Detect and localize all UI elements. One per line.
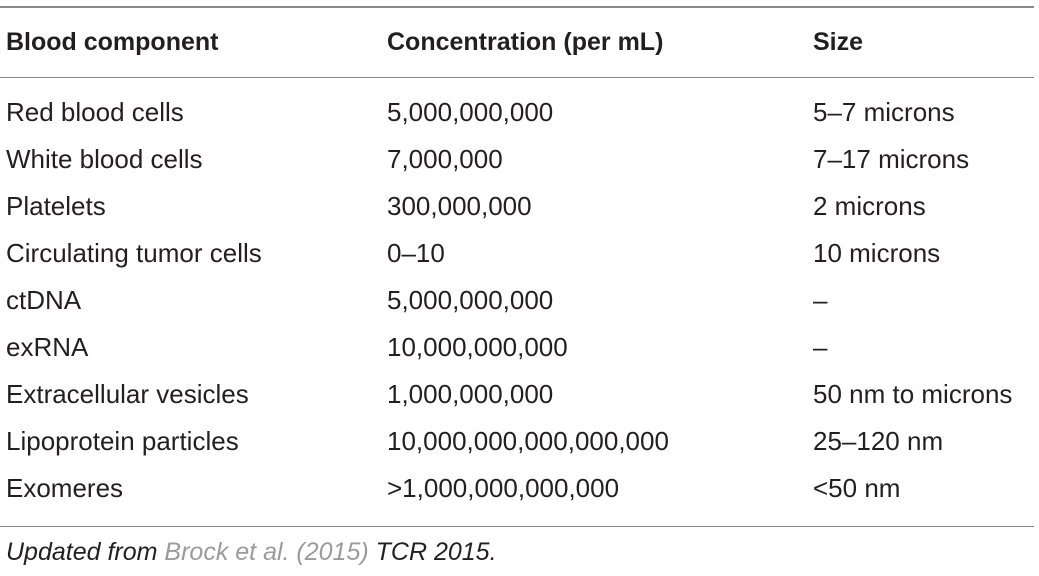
cell-size: 50 nm to microns bbox=[813, 379, 1013, 409]
reference-link[interactable]: Brock et al. (2015) bbox=[164, 538, 369, 566]
cell-size: – bbox=[813, 285, 828, 315]
table-top-rule bbox=[0, 6, 1034, 8]
table-footnote: Updated from Brock et al. (2015) TCR 201… bbox=[6, 532, 497, 572]
table-row: Lipoprotein particles 10,000,000,000,000… bbox=[0, 418, 1039, 465]
footnote-suffix: TCR 2015. bbox=[368, 538, 497, 566]
cell-concentration: 5,000,000,000 bbox=[387, 285, 554, 315]
table-row: Circulating tumor cells 0–10 10 microns bbox=[0, 230, 1039, 277]
cell-size: 2 microns bbox=[813, 191, 926, 221]
cell-size: 7–17 microns bbox=[813, 144, 970, 174]
cell-component: Circulating tumor cells bbox=[6, 238, 262, 268]
cell-concentration: >1,000,000,000,000 bbox=[387, 473, 620, 503]
cell-concentration: 1,000,000,000 bbox=[387, 379, 554, 409]
header-size: Size bbox=[813, 28, 864, 56]
table-row: Platelets 300,000,000 2 microns bbox=[0, 183, 1039, 230]
footnote-prefix: Updated from bbox=[6, 538, 165, 566]
cell-component: Platelets bbox=[6, 191, 106, 221]
cell-concentration: 0–10 bbox=[387, 238, 445, 268]
cell-component: Red blood cells bbox=[6, 97, 184, 127]
table-row: Red blood cells 5,000,000,000 5–7 micron… bbox=[0, 89, 1039, 136]
cell-component: ctDNA bbox=[6, 285, 82, 315]
cell-component: Exomeres bbox=[6, 473, 124, 503]
cell-size: 5–7 microns bbox=[813, 97, 955, 127]
header-blood-component: Blood component bbox=[6, 28, 219, 56]
cell-component: Extracellular vesicles bbox=[6, 379, 249, 409]
cell-concentration: 10,000,000,000,000,000 bbox=[387, 426, 669, 456]
table-header-rule bbox=[0, 77, 1034, 78]
cell-component: White blood cells bbox=[6, 144, 203, 174]
cell-size: – bbox=[813, 332, 828, 362]
cell-concentration: 300,000,000 bbox=[387, 191, 532, 221]
table-row: White blood cells 7,000,000 7–17 microns bbox=[0, 136, 1039, 183]
cell-size: 25–120 nm bbox=[813, 426, 944, 456]
table-row: Exomeres >1,000,000,000,000 <50 nm bbox=[0, 465, 1039, 512]
header-concentration: Concentration (per mL) bbox=[387, 28, 664, 56]
table-body: Red blood cells 5,000,000,000 5–7 micron… bbox=[0, 89, 1039, 512]
cell-concentration: 7,000,000 bbox=[387, 144, 503, 174]
table-bottom-rule bbox=[0, 526, 1034, 527]
cell-size: 10 microns bbox=[813, 238, 941, 268]
cell-component: Lipoprotein particles bbox=[6, 426, 239, 456]
cell-concentration: 5,000,000,000 bbox=[387, 97, 554, 127]
table-row: Extracellular vesicles 1,000,000,000 50 … bbox=[0, 371, 1039, 418]
table-row: exRNA 10,000,000,000 – bbox=[0, 324, 1039, 371]
table-header-row: Blood component Concentration (per mL) S… bbox=[0, 22, 1039, 62]
cell-size: <50 nm bbox=[813, 473, 901, 503]
table-row: ctDNA 5,000,000,000 – bbox=[0, 277, 1039, 324]
cell-component: exRNA bbox=[6, 332, 89, 362]
cell-concentration: 10,000,000,000 bbox=[387, 332, 568, 362]
